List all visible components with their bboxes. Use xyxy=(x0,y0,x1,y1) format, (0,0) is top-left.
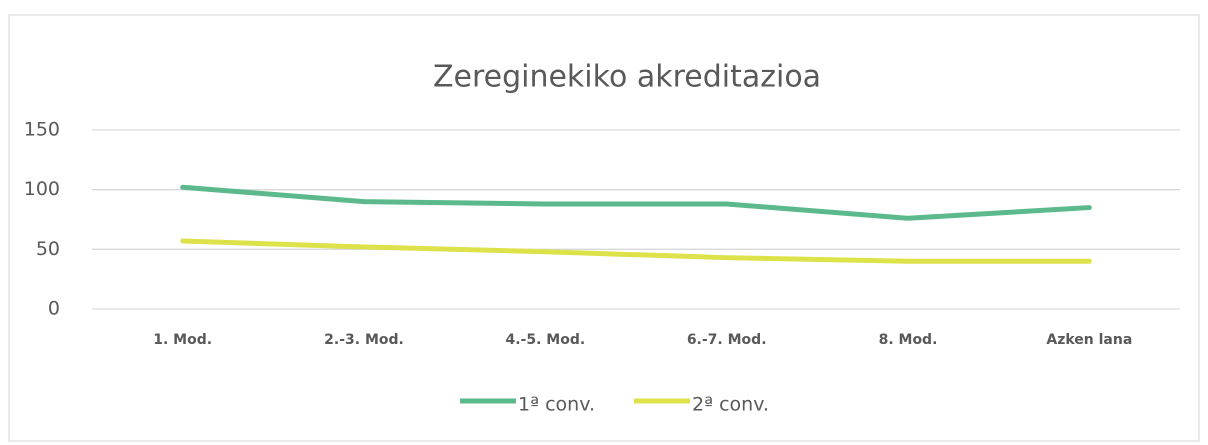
chart-title: Zereginekiko akreditazioa xyxy=(433,60,821,95)
legend-label: 2ª conv. xyxy=(692,394,769,416)
y-tick-label: 100 xyxy=(24,178,60,200)
x-tick-label: 1. Mod. xyxy=(153,332,212,348)
y-tick-label: 150 xyxy=(24,119,60,141)
legend-label: 1ª conv. xyxy=(518,394,595,416)
x-tick-label: 8. Mod. xyxy=(879,332,938,348)
x-tick-label: 2.-3. Mod. xyxy=(324,332,404,348)
y-tick-label: 0 xyxy=(48,298,60,320)
x-tick-label: 4.-5. Mod. xyxy=(505,332,585,348)
y-tick-label: 50 xyxy=(36,238,60,260)
x-tick-label: Azken lana xyxy=(1046,332,1132,348)
series-line xyxy=(180,184,1092,221)
series-line xyxy=(180,238,1092,264)
chart-frame xyxy=(8,14,1200,442)
x-tick-label: 6.-7. Mod. xyxy=(687,332,767,348)
